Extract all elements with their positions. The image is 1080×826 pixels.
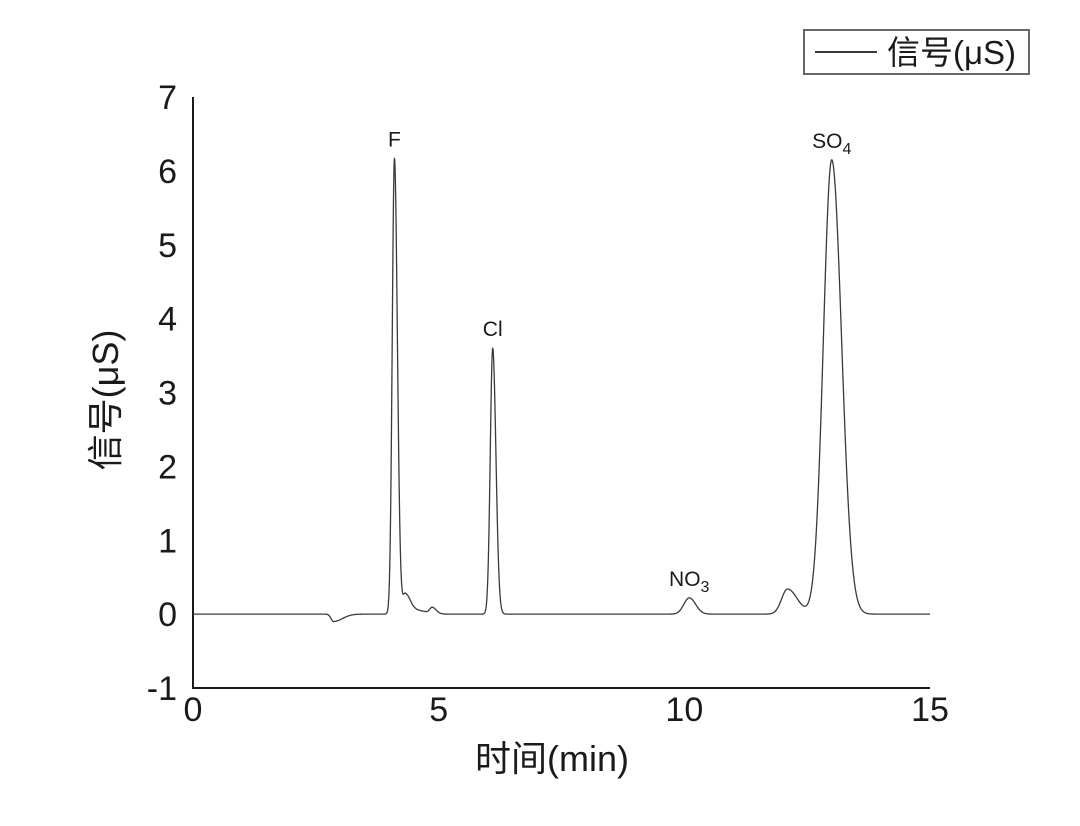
y-tick-label-3: 3 <box>158 375 177 413</box>
y-tick-label-0: 0 <box>158 596 177 634</box>
axes-lines <box>192 97 930 689</box>
signal-curve <box>192 157 931 623</box>
peak-label-F: F <box>388 128 401 151</box>
peak-label-Cl: Cl <box>483 318 503 341</box>
x-tick-label-5: 5 <box>429 691 448 729</box>
x-axis-title: 时间(min) <box>475 738 629 779</box>
y-tick-label-7: 7 <box>158 79 177 117</box>
y-tick-label--1: -1 <box>147 670 177 708</box>
y-tick-label-6: 6 <box>158 153 177 191</box>
y-tick-label-1: 1 <box>158 522 177 560</box>
legend-label: 信号(μS) <box>887 33 1017 71</box>
y-tick-label-4: 4 <box>158 301 177 339</box>
x-tick-label-15: 15 <box>911 691 949 729</box>
y-axis-title: 信号(μS) <box>85 329 126 471</box>
y-tick-label-2: 2 <box>158 448 177 486</box>
peak-label-NO3: NO3 <box>669 568 710 596</box>
legend: 信号(μS) <box>803 29 1031 75</box>
legend-line-sample-icon <box>815 51 877 53</box>
y-tick-label-5: 5 <box>158 227 177 265</box>
peak-label-SO4: SO4 <box>812 130 851 158</box>
x-tick-label-0: 0 <box>184 691 203 729</box>
x-tick-label-10: 10 <box>665 691 703 729</box>
